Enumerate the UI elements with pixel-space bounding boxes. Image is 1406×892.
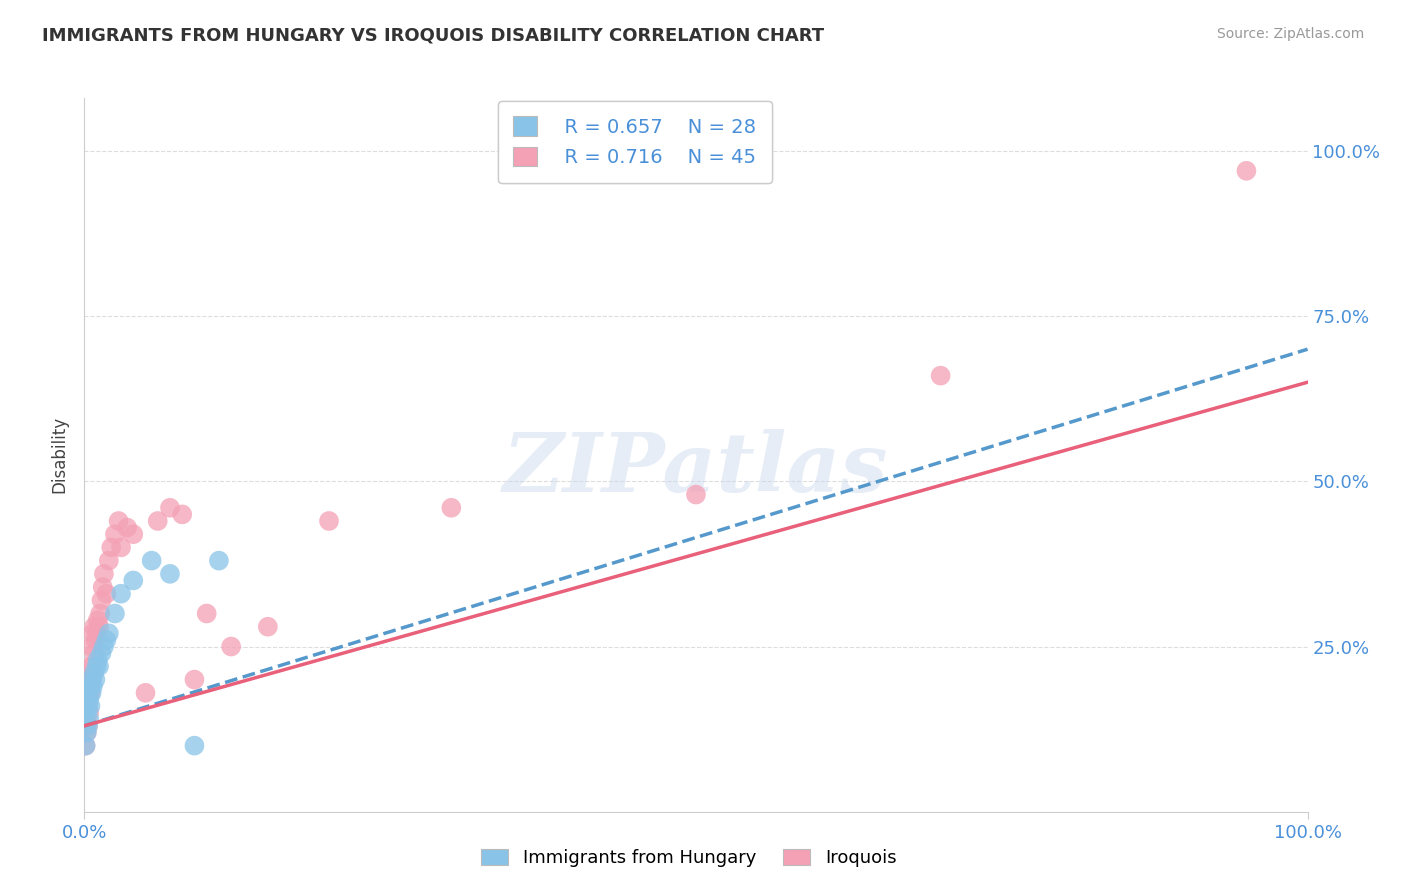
Point: [80, 640, 103, 654]
Point: [77, 706, 100, 720]
Text: ZIPatlas: ZIPatlas: [503, 429, 889, 509]
Point: [79, 659, 101, 673]
Point: [79, 686, 101, 700]
Point: [87, 620, 110, 634]
Point: [83, 646, 105, 660]
Point: [96, 587, 118, 601]
Point: [76, 698, 98, 713]
Point: [84, 673, 107, 687]
Text: Source: ZipAtlas.com: Source: ZipAtlas.com: [1216, 27, 1364, 41]
Point: [84, 632, 107, 647]
Point: [146, 514, 169, 528]
Point: [76, 725, 98, 739]
Point: [82, 679, 104, 693]
Point: [122, 574, 145, 588]
Point: [107, 514, 129, 528]
Point: [318, 514, 340, 528]
Point: [100, 541, 122, 555]
Point: [195, 607, 218, 621]
Point: [257, 620, 280, 634]
Point: [82, 659, 104, 673]
Point: [929, 368, 952, 383]
Point: [183, 739, 205, 753]
Point: [89, 607, 111, 621]
Point: [91, 580, 114, 594]
Point: [183, 673, 205, 687]
Point: [76, 725, 98, 739]
Point: [87, 659, 110, 673]
Point: [208, 554, 231, 568]
Point: [440, 500, 463, 515]
Point: [97, 626, 120, 640]
Point: [110, 587, 132, 601]
Point: [75, 739, 97, 753]
Legend:   R = 0.657    N = 28,   R = 0.716    N = 45: R = 0.657 N = 28, R = 0.716 N = 45: [498, 101, 772, 183]
Point: [96, 632, 118, 647]
Point: [115, 520, 138, 534]
Point: [685, 487, 707, 501]
Point: [83, 665, 105, 680]
Point: [77, 698, 100, 713]
Point: [159, 566, 181, 581]
Point: [93, 566, 115, 581]
Point: [80, 686, 103, 700]
Point: [86, 659, 108, 673]
Point: [90, 593, 112, 607]
Point: [90, 646, 112, 660]
Point: [87, 613, 110, 627]
Point: [80, 673, 103, 687]
Point: [77, 692, 100, 706]
Point: [77, 692, 100, 706]
Point: [77, 719, 100, 733]
Point: [135, 686, 157, 700]
Text: IMMIGRANTS FROM HUNGARY VS IROQUOIS DISABILITY CORRELATION CHART: IMMIGRANTS FROM HUNGARY VS IROQUOIS DISA…: [42, 27, 824, 45]
Point: [110, 541, 132, 555]
Point: [1236, 163, 1258, 178]
Point: [77, 719, 100, 733]
Point: [159, 500, 181, 515]
Point: [76, 706, 98, 720]
Point: [172, 508, 194, 522]
Point: [79, 698, 101, 713]
Point: [93, 640, 115, 654]
Point: [141, 554, 163, 568]
Point: [75, 739, 97, 753]
Point: [97, 554, 120, 568]
Legend: Immigrants from Hungary, Iroquois: Immigrants from Hungary, Iroquois: [474, 841, 904, 874]
Point: [122, 527, 145, 541]
Point: [80, 673, 103, 687]
Point: [87, 653, 110, 667]
Point: [104, 607, 127, 621]
Point: [77, 712, 100, 726]
Point: [86, 626, 108, 640]
Point: [219, 640, 242, 654]
Y-axis label: Disability: Disability: [51, 417, 69, 493]
Point: [79, 679, 101, 693]
Point: [104, 527, 127, 541]
Point: [83, 620, 105, 634]
Point: [82, 626, 104, 640]
Point: [77, 673, 100, 687]
Point: [75, 712, 97, 726]
